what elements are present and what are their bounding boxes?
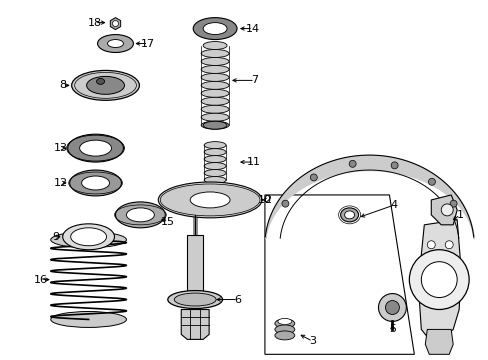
Polygon shape [419, 220, 460, 339]
Text: 1: 1 [456, 210, 463, 220]
Ellipse shape [193, 18, 237, 40]
Circle shape [427, 241, 434, 249]
Ellipse shape [203, 23, 226, 35]
Ellipse shape [201, 73, 228, 81]
Text: 9: 9 [52, 232, 59, 242]
Polygon shape [425, 329, 452, 354]
Bar [187, 235, 203, 300]
Ellipse shape [201, 105, 228, 113]
Circle shape [421, 262, 456, 298]
Text: 13: 13 [54, 143, 67, 153]
Text: 11: 11 [246, 157, 261, 167]
Ellipse shape [190, 192, 229, 208]
Text: 17: 17 [141, 39, 155, 49]
Circle shape [348, 160, 355, 167]
Ellipse shape [51, 232, 126, 248]
Ellipse shape [158, 182, 262, 218]
Ellipse shape [340, 208, 358, 222]
Ellipse shape [203, 170, 225, 176]
Text: 4: 4 [390, 200, 397, 210]
Ellipse shape [203, 163, 225, 170]
Ellipse shape [203, 41, 226, 50]
Text: 7: 7 [251, 75, 258, 85]
Ellipse shape [69, 170, 121, 196]
Polygon shape [430, 195, 456, 225]
Circle shape [444, 241, 452, 249]
Text: 16: 16 [34, 275, 48, 285]
Ellipse shape [98, 35, 133, 53]
Circle shape [112, 21, 118, 27]
Text: 10: 10 [257, 195, 271, 205]
Circle shape [408, 250, 468, 310]
Ellipse shape [201, 81, 228, 89]
Polygon shape [264, 195, 413, 354]
Ellipse shape [107, 40, 123, 48]
Ellipse shape [274, 325, 294, 334]
Ellipse shape [201, 121, 228, 129]
Ellipse shape [344, 211, 354, 219]
Ellipse shape [201, 66, 228, 73]
Circle shape [310, 174, 317, 181]
Ellipse shape [201, 58, 228, 66]
Ellipse shape [62, 224, 114, 250]
Circle shape [449, 200, 456, 207]
Ellipse shape [81, 176, 109, 190]
Ellipse shape [201, 89, 228, 97]
Ellipse shape [201, 50, 228, 58]
Text: 15: 15 [161, 217, 175, 227]
Ellipse shape [72, 71, 139, 100]
Ellipse shape [274, 331, 294, 340]
Ellipse shape [80, 140, 111, 156]
Text: 3: 3 [308, 336, 316, 346]
Circle shape [385, 301, 399, 315]
Text: 18: 18 [87, 18, 102, 28]
Ellipse shape [274, 319, 294, 328]
Ellipse shape [203, 121, 226, 129]
Text: 5: 5 [388, 324, 395, 334]
Circle shape [390, 162, 397, 169]
Ellipse shape [203, 176, 225, 184]
Circle shape [282, 200, 288, 207]
Ellipse shape [203, 156, 225, 163]
Polygon shape [110, 18, 121, 30]
Text: 12: 12 [54, 178, 68, 188]
Text: 8: 8 [59, 80, 66, 90]
Ellipse shape [203, 141, 225, 149]
Circle shape [427, 178, 434, 185]
Ellipse shape [201, 113, 228, 121]
Ellipse shape [51, 311, 126, 328]
Circle shape [440, 204, 452, 216]
Ellipse shape [126, 208, 154, 222]
Ellipse shape [96, 78, 104, 84]
Text: 2: 2 [264, 195, 271, 205]
Ellipse shape [71, 228, 106, 246]
Ellipse shape [167, 291, 222, 309]
Ellipse shape [201, 97, 228, 105]
Ellipse shape [67, 134, 123, 162]
Text: 6: 6 [234, 294, 241, 305]
Polygon shape [181, 310, 209, 339]
Ellipse shape [277, 319, 291, 324]
Circle shape [378, 293, 406, 321]
Ellipse shape [203, 149, 225, 156]
Ellipse shape [115, 202, 165, 228]
Ellipse shape [86, 76, 124, 94]
Ellipse shape [174, 293, 216, 306]
Text: 14: 14 [245, 24, 260, 33]
